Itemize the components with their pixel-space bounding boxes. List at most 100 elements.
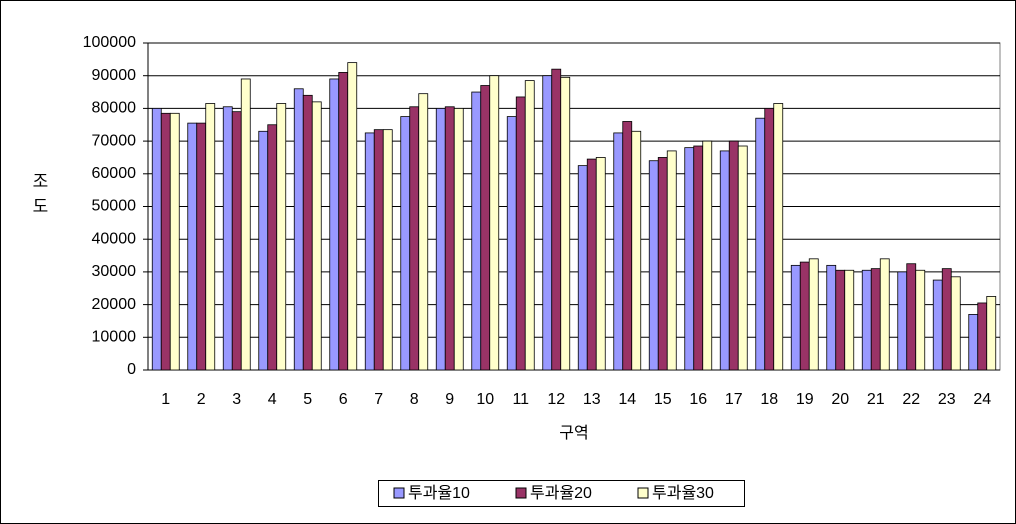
bar [986,296,997,371]
x-tick-label: 8 [410,391,419,408]
y-tick-label: 80000 [92,100,137,117]
bar [773,103,784,371]
y-axis-label: 조도 [29,172,48,222]
bar [515,96,526,371]
bar [205,103,216,371]
bar [648,160,659,371]
bar [622,121,633,371]
bar [551,68,562,371]
x-tick-label: 1 [161,391,170,408]
x-tick-label: 24 [973,391,991,408]
y-tick-label: 90000 [92,67,137,84]
bar [435,108,446,371]
bar [373,129,384,371]
x-tick-label: 4 [268,391,277,408]
bar [808,258,819,371]
bar [941,268,952,371]
bar [267,124,278,371]
bar [400,116,411,371]
bar [595,157,606,371]
bar [799,261,810,371]
bar [932,279,943,371]
bar [950,276,961,371]
bar [666,150,677,371]
bar [790,264,801,371]
bar [577,165,588,371]
bar [879,258,890,371]
x-tick-label: 23 [938,391,956,408]
y-tick-label: 10000 [92,329,137,346]
legend-label: 투과율30 [652,484,714,502]
bar [506,116,517,371]
bar [764,108,775,371]
bar [258,130,269,371]
x-tick-label: 9 [445,391,454,408]
bar [222,106,233,371]
bar [480,85,491,371]
bar [728,140,739,371]
bar [169,112,180,371]
bar [311,101,322,371]
bar [915,269,926,371]
x-tick-label: 11 [512,391,529,408]
x-tick-label: 12 [547,391,565,408]
bar [160,112,171,371]
x-axis-label: 구역 [559,424,588,442]
bar [631,130,642,371]
bar [977,302,988,371]
bar [613,132,624,371]
bar [861,269,872,371]
bar [276,103,287,371]
bar [293,88,304,371]
x-tick-label: 3 [232,391,241,408]
bar [897,271,908,371]
legend-label: 투과율10 [408,484,470,502]
bar [702,140,713,371]
bar [968,314,979,371]
bar [240,78,251,371]
bar [364,132,375,371]
bar [231,111,242,371]
bar [657,157,668,371]
bar [737,145,748,371]
bar [418,93,429,371]
x-tick-label: 17 [725,391,743,408]
bar [835,269,846,371]
x-tick-label: 15 [654,391,672,408]
y-tick-label: 50000 [92,198,137,215]
bar [338,72,349,371]
x-tick-label: 2 [197,391,206,408]
bar [755,117,766,371]
bar [560,76,571,371]
x-tick-label: 13 [583,391,601,408]
x-tick-label: 21 [867,391,885,408]
x-tick-label: 7 [374,391,383,408]
bar [409,106,420,371]
bar [187,122,198,371]
legend-swatch [393,487,405,499]
legend-label: 투과율20 [530,484,592,502]
bar [684,147,695,371]
bar [382,129,393,371]
y-tick-label: 40000 [92,230,137,247]
y-tick-label: 60000 [92,165,137,182]
bar [489,75,500,371]
bar [524,80,535,371]
bar [693,145,704,371]
x-tick-label: 5 [303,391,312,408]
bar [719,150,730,371]
y-tick-label: 70000 [92,132,137,149]
x-tick-label: 18 [760,391,778,408]
bar [471,91,482,371]
bar [302,94,313,371]
y-tick-label: 0 [127,361,136,378]
y-tick-label: 30000 [92,263,137,280]
bar [329,78,340,371]
bar [870,268,881,371]
legend-box [378,480,745,507]
bar [151,108,162,371]
x-tick-label: 19 [796,391,814,408]
bar [906,263,917,371]
